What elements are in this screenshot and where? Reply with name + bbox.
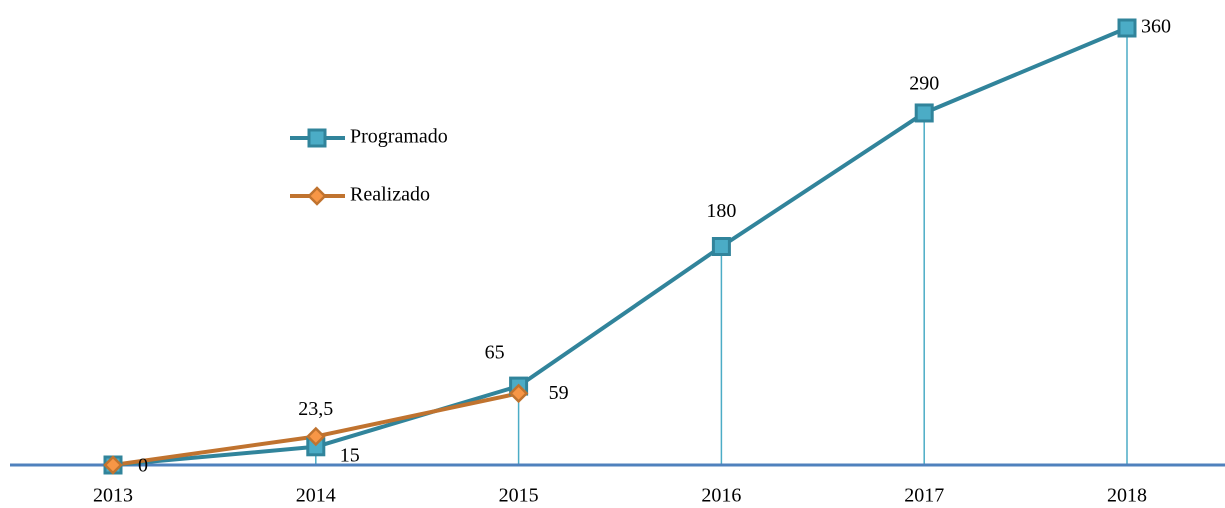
marker [914, 103, 934, 123]
data-label: 180 [706, 200, 736, 222]
x-tick-label: 2016 [701, 485, 741, 507]
data-label: 360 [1141, 16, 1171, 38]
x-tick-label: 2015 [499, 485, 539, 507]
marker [508, 383, 529, 404]
data-label: 0 [138, 455, 148, 477]
data-label: 290 [909, 73, 939, 95]
legend-label: Realizado [350, 184, 430, 206]
data-label: 59 [549, 382, 569, 404]
marker [1117, 18, 1137, 38]
data-label: 23,5 [298, 398, 333, 420]
marker [711, 237, 731, 256]
x-tick-label: 2013 [93, 485, 133, 507]
x-tick-label: 2018 [1107, 485, 1147, 507]
legend-marker [307, 186, 327, 206]
legend-marker [307, 128, 327, 148]
marker [306, 426, 326, 447]
legend-label: Programado [350, 126, 448, 148]
marker [103, 455, 123, 475]
x-tick-label: 2014 [296, 485, 336, 507]
data-label: 65 [485, 342, 505, 364]
x-tick-label: 2017 [904, 485, 944, 507]
data-label: 15 [340, 444, 360, 466]
series-line [112, 26, 1128, 467]
